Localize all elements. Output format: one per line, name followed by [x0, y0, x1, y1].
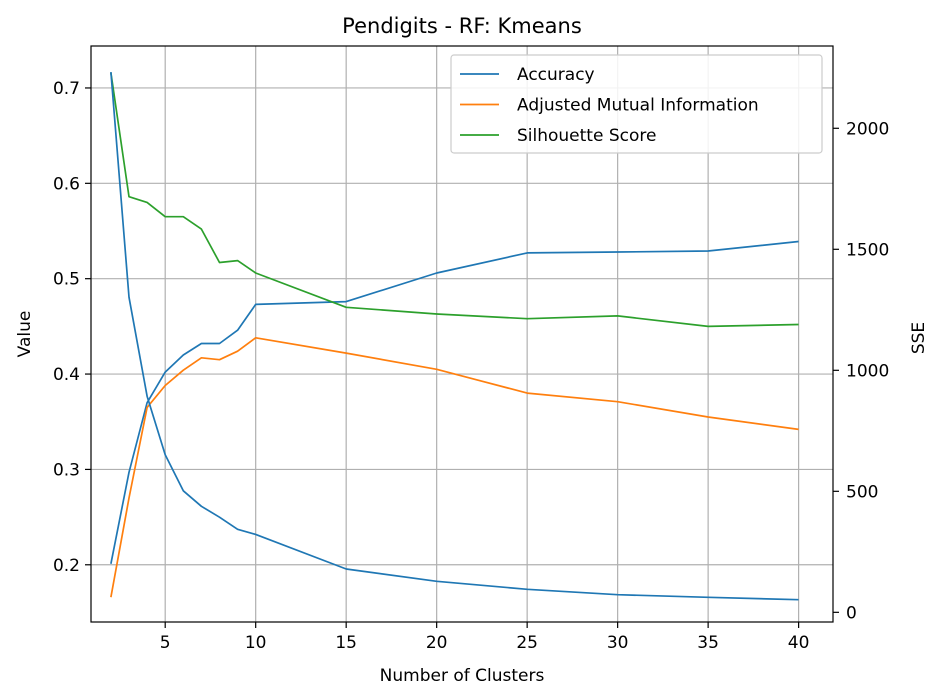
adjusted-mutual-information-line: [110, 336, 799, 598]
series-lines: [110, 72, 799, 601]
y-tick-label: 0.5: [53, 270, 80, 290]
legend-label: Silhouette Score: [517, 126, 656, 146]
x-axis-label: Number of Clusters: [380, 666, 545, 686]
x-tick-label: 40: [788, 633, 810, 653]
y2-tick-label: 1500: [846, 240, 889, 260]
x-tick-label: 20: [426, 633, 448, 653]
y-axis-right: 0 500 1000 1500 2000: [833, 119, 889, 623]
silhouette-score-line: [110, 72, 799, 328]
x-tick-label: 30: [607, 633, 629, 653]
y-axis-left: 0.2 0.3 0.4 0.5 0.6 0.7: [53, 79, 91, 576]
x-tick-label: 5: [160, 633, 171, 653]
x-tick-label: 10: [245, 633, 267, 653]
legend: Accuracy Adjusted Mutual Information Silho…: [450, 54, 823, 154]
y-tick-label: 0.7: [53, 79, 80, 99]
x-tick-label: 25: [516, 633, 538, 653]
x-tick-label: 35: [697, 633, 719, 653]
accuracy-line: [110, 240, 799, 564]
plot-frame: [90, 45, 834, 623]
y-axis-label: Value: [15, 311, 35, 358]
x-axis: 5 10 15 20 25 30 35 40: [160, 622, 810, 653]
y-tick-label: 0.6: [53, 174, 80, 194]
x-tick-label: 15: [335, 633, 357, 653]
y-tick-label: 0.4: [53, 365, 80, 385]
y-tick-label: 0.2: [53, 556, 80, 576]
legend-label: Adjusted Mutual Information: [517, 96, 759, 116]
sse-line: [110, 72, 799, 601]
legend-label: Accuracy: [517, 65, 595, 85]
y2-tick-label: 2000: [846, 119, 889, 139]
y2-tick-label: 1000: [846, 361, 889, 381]
y-tick-label: 0.3: [53, 460, 80, 480]
legend-box: [450, 54, 823, 154]
y2-tick-label: 500: [846, 482, 878, 502]
y2-axis-label: SSE: [909, 322, 929, 354]
y2-tick-label: 0: [846, 603, 857, 623]
chart-title: Pendigits - RF: Kmeans: [342, 14, 582, 38]
